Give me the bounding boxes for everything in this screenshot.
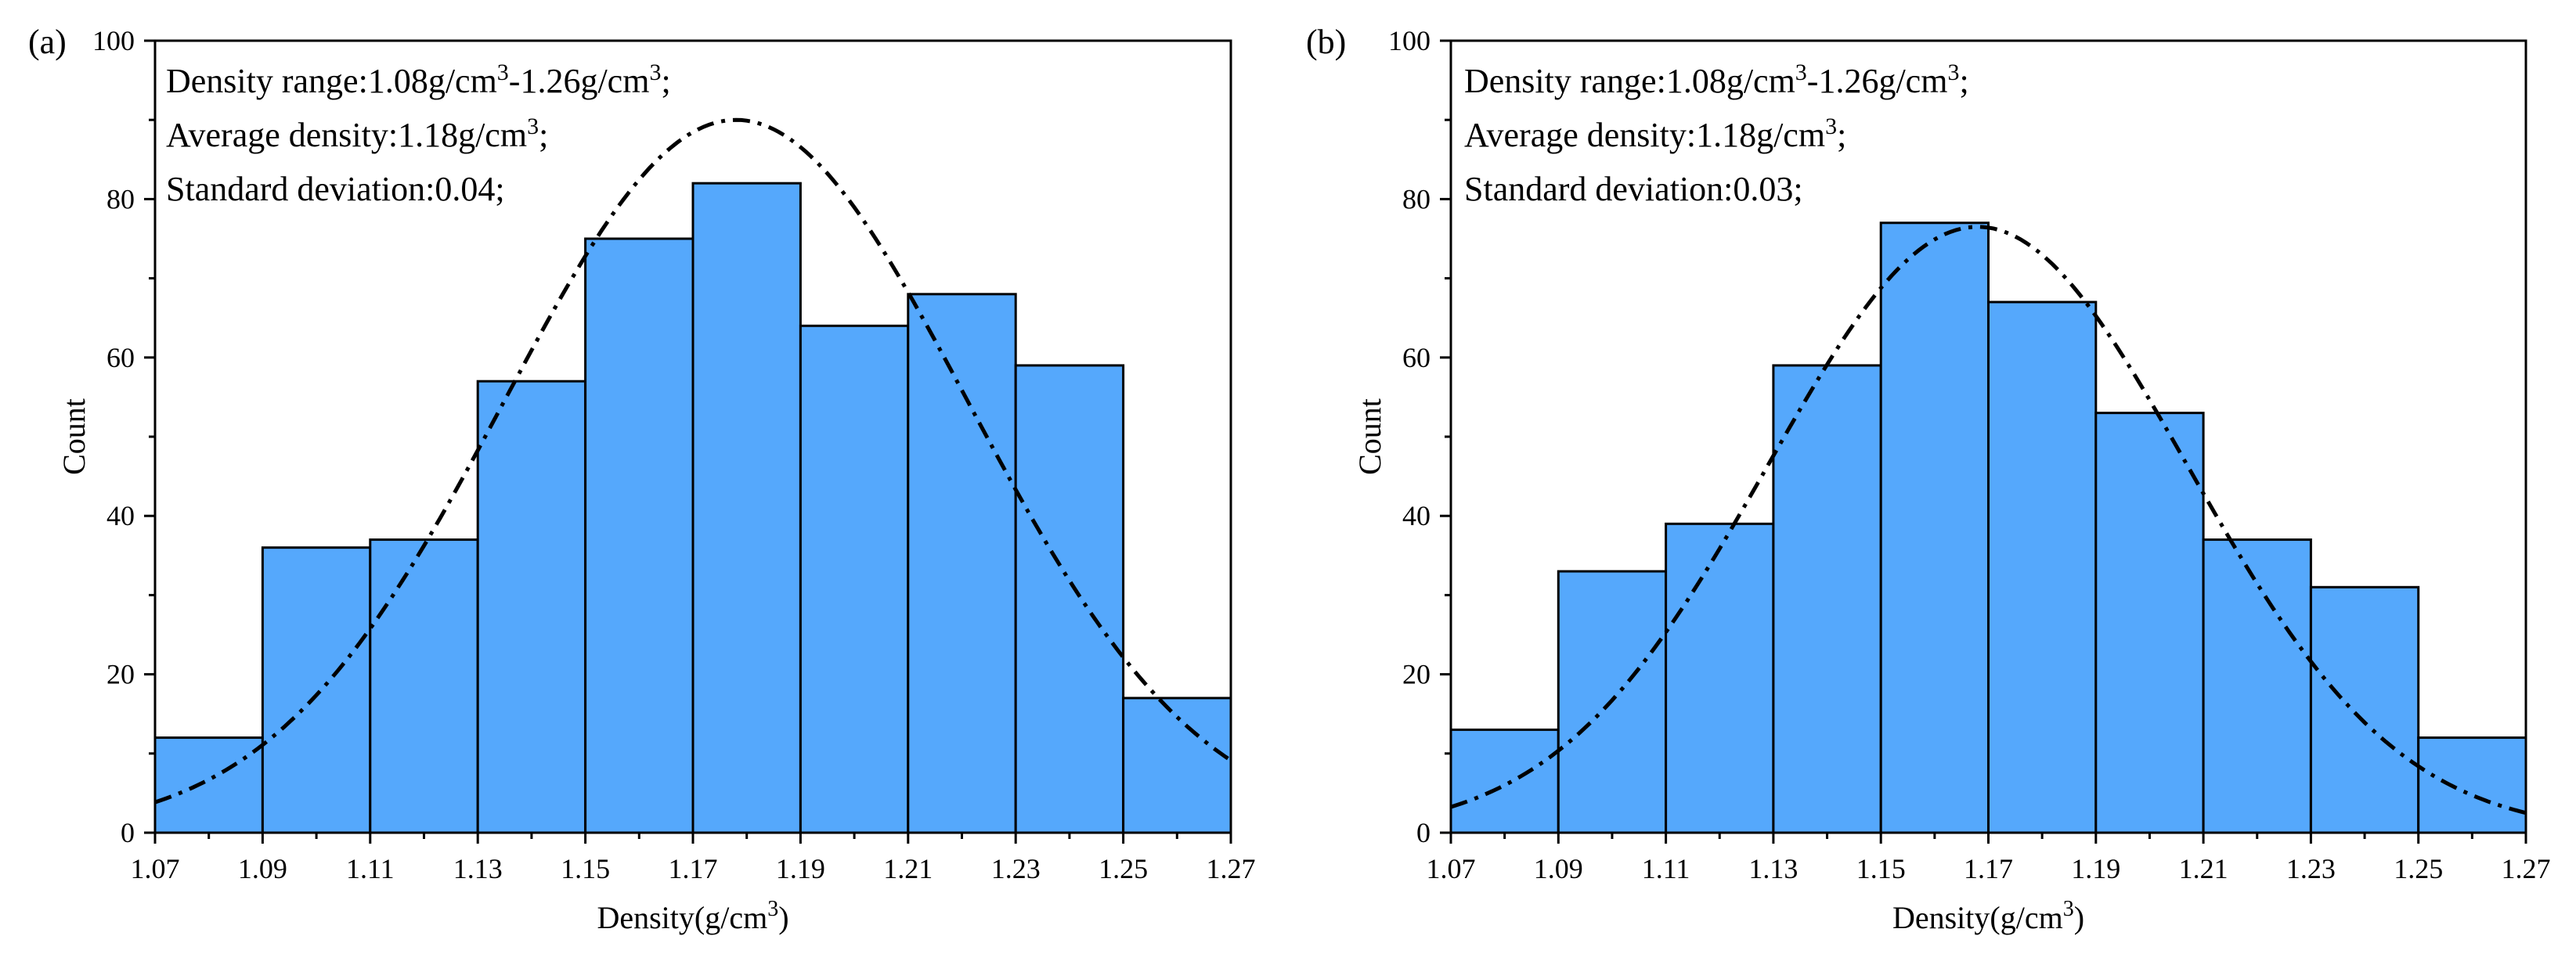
annotation-average: Average density:1.18g/cm3; xyxy=(1464,113,1846,154)
y-axis-ticks: 0 20 40 60 80 100 xyxy=(92,25,155,848)
annotation-sd: Standard deviation:0.03; xyxy=(1464,170,1803,208)
x-tick-label: 1.21 xyxy=(2179,853,2228,884)
histogram-bar xyxy=(2094,412,2205,834)
x-tick-label: 1.27 xyxy=(2502,853,2551,884)
x-tick-label: 1.17 xyxy=(669,853,718,884)
x-tick-label: 1.21 xyxy=(883,853,933,884)
y-tick-label: 40 xyxy=(106,500,135,531)
x-tick-label: 1.15 xyxy=(561,853,610,884)
panel-a: (a) 1.07 1.09 1.11 1.13 1.15 1.17 1.19 1.21 1.23… xyxy=(28,23,1256,935)
x-axis-label: Density(g/cm3) xyxy=(1892,897,2084,935)
y-tick-label: 20 xyxy=(106,659,135,690)
panel-b: (b) 1.07 1.09 1.11 1.13 1.15 1.17 1.19 1.21 1.23… xyxy=(1306,23,2551,935)
x-tick-label: 1.13 xyxy=(453,853,503,884)
annotation-range: Density range:1.08g/cm3-1.26g/cm3; xyxy=(166,59,671,100)
histogram-bar xyxy=(153,736,264,834)
histogram-bar xyxy=(1772,364,1882,834)
histogram-bar xyxy=(261,546,372,834)
x-tick-label: 1.11 xyxy=(1642,853,1690,884)
x-tick-label: 1.07 xyxy=(131,853,180,884)
x-tick-label: 1.27 xyxy=(1207,853,1256,884)
x-tick-label: 1.07 xyxy=(1427,853,1476,884)
histogram-bars xyxy=(153,182,1232,834)
x-tick-label: 1.19 xyxy=(776,853,825,884)
normal-fit-curve xyxy=(154,117,1232,805)
histogram-bar xyxy=(476,380,587,834)
histogram-bar xyxy=(799,324,910,834)
x-tick-label: 1.09 xyxy=(1534,853,1583,884)
histogram-bar xyxy=(2417,736,2527,834)
histogram-bar xyxy=(2202,538,2312,834)
x-tick-label: 1.17 xyxy=(1964,853,2013,884)
x-tick-label: 1.11 xyxy=(346,853,395,884)
y-axis-ticks: 0 20 40 60 80 100 xyxy=(1388,25,1451,848)
histogram-bar xyxy=(1449,728,1560,834)
histogram-bars xyxy=(1449,221,2527,834)
x-tick-label: 1.23 xyxy=(2286,853,2336,884)
panel-label: (a) xyxy=(28,23,67,61)
histogram-bar xyxy=(1879,221,1990,834)
histogram-bar xyxy=(1122,697,1232,834)
y-tick-label: 60 xyxy=(106,342,135,373)
x-tick-label: 1.09 xyxy=(238,853,287,884)
x-tick-label: 1.13 xyxy=(1748,853,1798,884)
y-tick-label: 80 xyxy=(1402,183,1431,214)
histogram-bar xyxy=(1987,301,2098,834)
normal-fit-curve xyxy=(1450,225,2527,815)
histogram-bar xyxy=(584,237,695,834)
histogram-bar xyxy=(1665,522,1775,834)
x-tick-label: 1.25 xyxy=(1099,853,1148,884)
histogram-bar xyxy=(369,538,479,834)
panel-label: (b) xyxy=(1306,23,1346,61)
x-tick-label: 1.19 xyxy=(2071,853,2120,884)
y-tick-label: 100 xyxy=(1388,25,1431,56)
annotation-sd: Standard deviation:0.04; xyxy=(166,170,505,208)
y-tick-label: 60 xyxy=(1402,342,1431,373)
y-tick-label: 0 xyxy=(1416,817,1431,848)
histogram-bar xyxy=(1014,364,1125,834)
x-tick-label: 1.15 xyxy=(1856,853,1906,884)
histogram-bar xyxy=(907,293,1017,834)
x-tick-label: 1.23 xyxy=(991,853,1041,884)
y-tick-label: 20 xyxy=(1402,659,1431,690)
stats-annotation: Density range:1.08g/cm3-1.26g/cm3; Avera… xyxy=(166,59,671,208)
y-tick-label: 80 xyxy=(106,183,135,214)
stats-annotation: Density range:1.08g/cm3-1.26g/cm3; Avera… xyxy=(1464,59,1969,208)
x-axis-label: Density(g/cm3) xyxy=(597,897,788,935)
x-tick-label: 1.25 xyxy=(2394,853,2443,884)
y-tick-label: 100 xyxy=(92,25,135,56)
x-axis-ticks: 1.07 1.09 1.11 1.13 1.15 1.17 1.19 1.21 1.23 1.25… xyxy=(1427,833,2551,884)
y-axis-label: Count xyxy=(1352,398,1387,475)
histogram-bar xyxy=(691,182,802,834)
y-axis-label: Count xyxy=(56,398,92,475)
histogram-bar xyxy=(2309,585,2420,834)
y-tick-label: 40 xyxy=(1402,500,1431,531)
annotation-average: Average density:1.18g/cm3; xyxy=(166,113,548,154)
annotation-range: Density range:1.08g/cm3-1.26g/cm3; xyxy=(1464,59,1969,100)
x-axis-ticks: 1.07 1.09 1.11 1.13 1.15 1.17 1.19 1.21 1.23 1.25… xyxy=(131,833,1256,884)
y-tick-label: 0 xyxy=(121,817,135,848)
